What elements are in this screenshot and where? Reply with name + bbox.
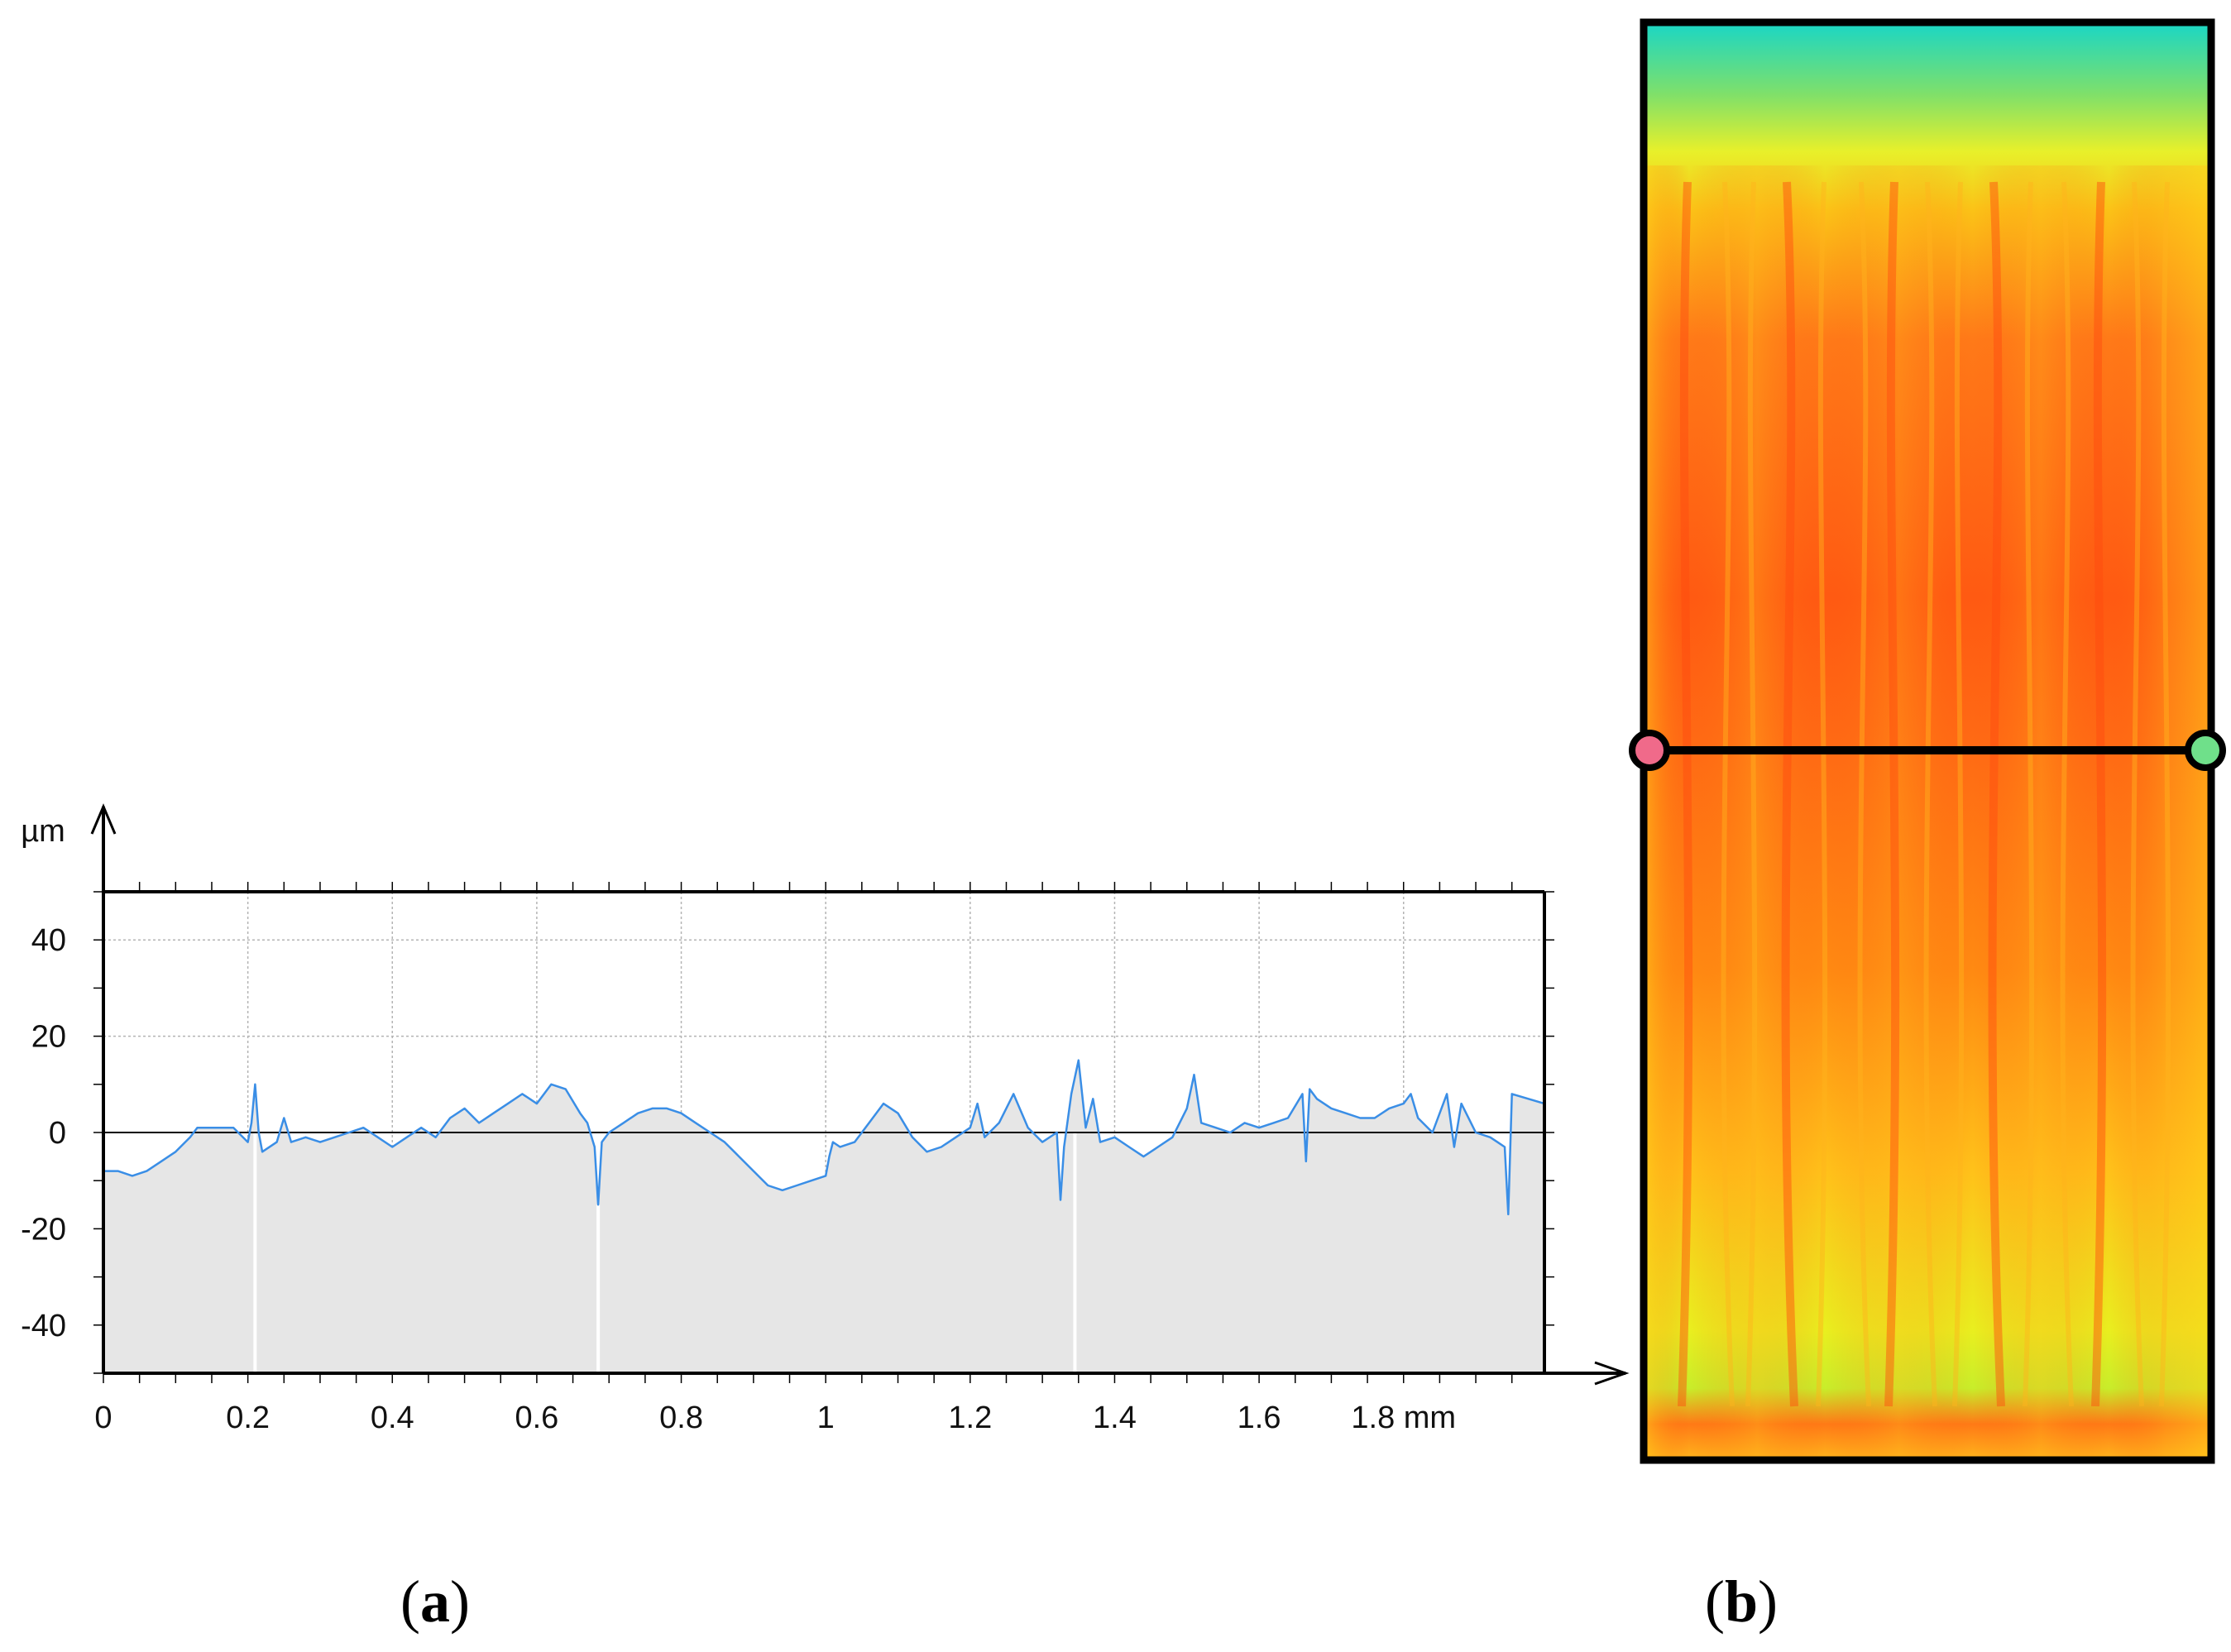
height-map-texture xyxy=(1678,181,2171,1407)
y-tick-label-1: 20 xyxy=(31,1020,66,1055)
x-axis-arrow xyxy=(1594,1361,1630,1386)
height-map-streak xyxy=(2023,181,2035,1407)
height-map-streak xyxy=(1721,181,1735,1407)
height-map-streak xyxy=(1923,181,1937,1407)
height-map-streak xyxy=(1884,181,1900,1407)
height-map-panel xyxy=(1629,18,2226,1464)
y-axis-unit: µm xyxy=(21,814,65,849)
height-map-streaks xyxy=(1644,165,2211,1456)
x-tick-label-2: 0.4 xyxy=(371,1401,414,1435)
height-map-streak xyxy=(2060,181,2074,1407)
y-tick-label-0: 40 xyxy=(31,923,66,958)
y-tick-label-3: -20 xyxy=(21,1212,66,1247)
x-tick-label-0: 0 xyxy=(94,1401,112,1435)
x-tick-label-1: 0.2 xyxy=(226,1401,270,1435)
height-map-streak xyxy=(1816,181,1828,1407)
x-tick-label-9: 1.8 mm xyxy=(1351,1401,1456,1435)
x-tick-label-8: 1.6 xyxy=(1238,1401,1281,1435)
section-end-marker xyxy=(2185,730,2226,771)
section-start-marker xyxy=(1629,730,1670,771)
profile-fill-area xyxy=(103,1060,1544,1373)
height-map-streak xyxy=(1857,181,1871,1407)
height-map-streak xyxy=(1678,181,1693,1407)
height-map-streak xyxy=(2130,181,2144,1407)
x-tick-label-4: 0.8 xyxy=(659,1401,703,1435)
tick-labels: 0 0.2 0.4 0.6 0.8 1 1.2 1.4 1.6 1.8 mm 40 20 0 -20 -40… xyxy=(21,814,1456,1435)
y-tick-label-4: -40 xyxy=(21,1309,66,1343)
profile-gaps xyxy=(253,1132,1077,1373)
y-tick-label-2: 0 xyxy=(49,1116,66,1151)
height-map-streak xyxy=(2091,181,2107,1407)
height-map-streak xyxy=(2159,181,2171,1407)
y-axis-arrow xyxy=(90,803,117,835)
height-map-streak xyxy=(1988,181,2005,1407)
profile-chart: 0 0.2 0.4 0.6 0.8 1 1.2 1.4 1.6 1.8 mm 40 20 0 -20 -40… xyxy=(21,803,1630,1435)
caption-a: (a) xyxy=(400,1568,470,1635)
height-map-streak xyxy=(1952,181,1965,1407)
profile-line xyxy=(103,1059,1544,1216)
height-map-streak xyxy=(1781,181,1798,1407)
x-tick-label-3: 0.6 xyxy=(515,1401,558,1435)
plot-frame xyxy=(90,803,1630,1386)
x-tick-label-6: 1.2 xyxy=(948,1401,992,1435)
x-tick-label-5: 1 xyxy=(817,1401,835,1435)
caption-b: (b) xyxy=(1705,1568,1778,1635)
x-tick-label-7: 1.4 xyxy=(1093,1401,1137,1435)
height-map-streak xyxy=(1745,181,1758,1407)
